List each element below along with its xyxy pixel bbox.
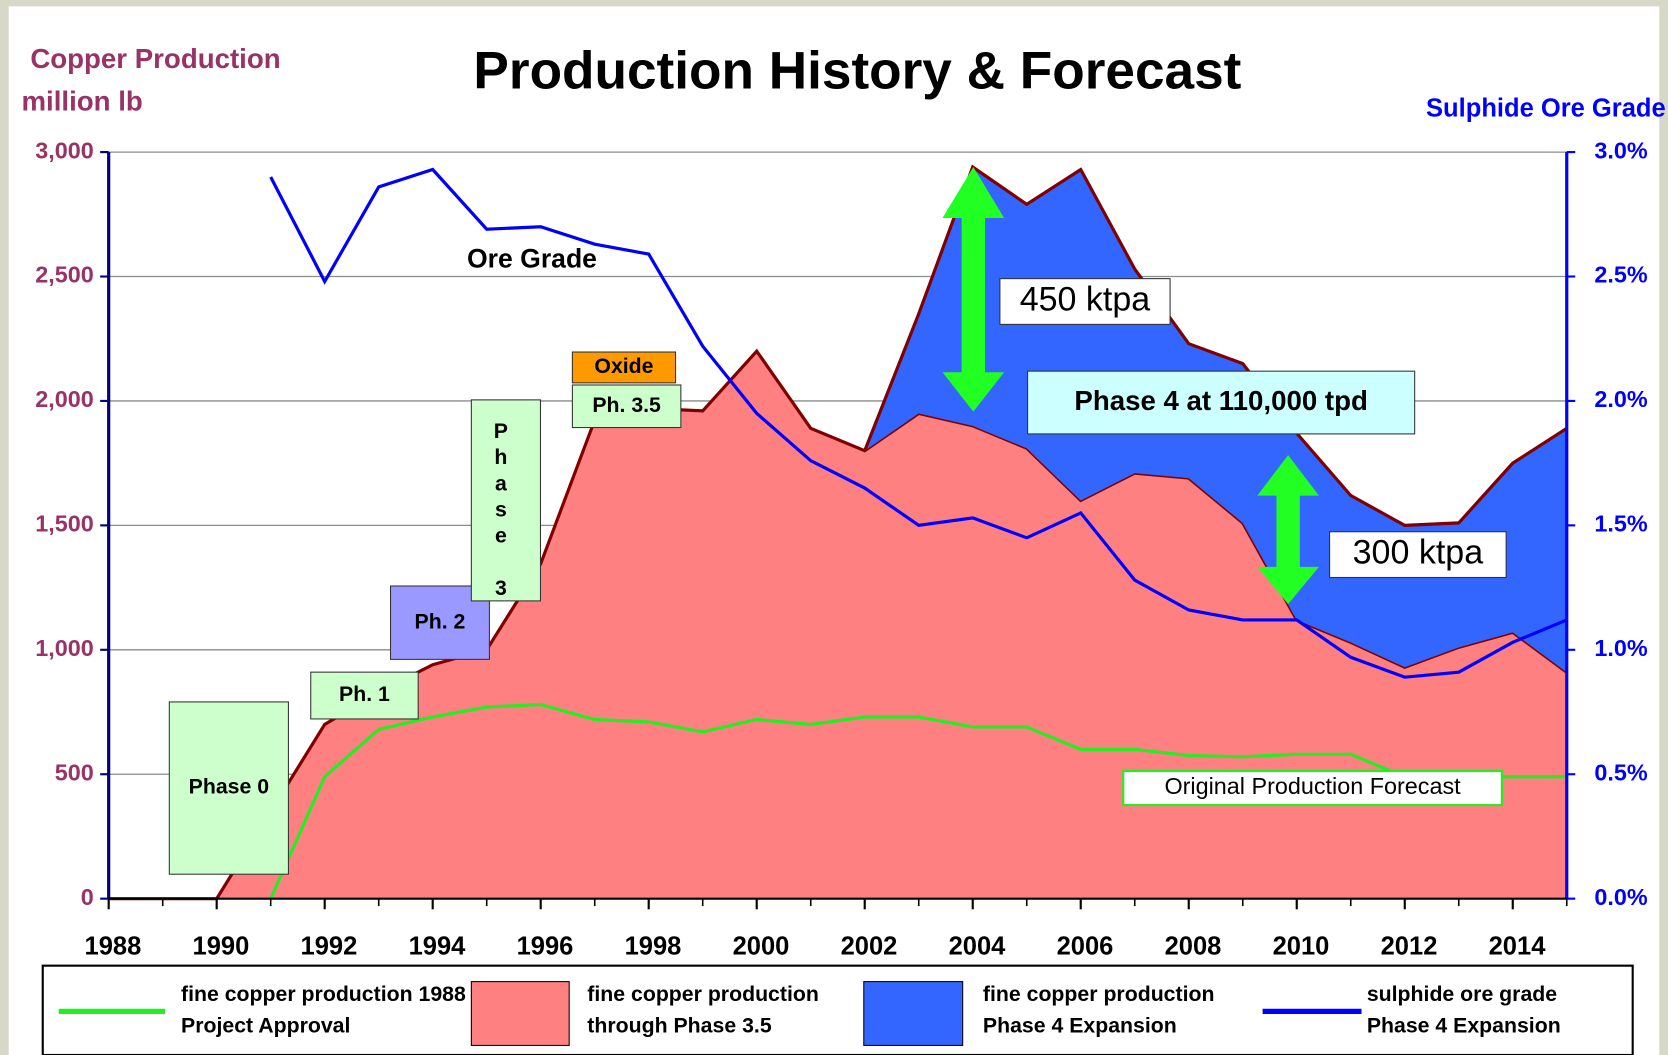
annotation-box (168, 701, 289, 875)
legend-label: sulphide ore grade Phase 4 Expansion (1366, 982, 1561, 1038)
annotation-box (999, 278, 1171, 325)
y-axis-label: million lb (21, 85, 142, 116)
y2-tick-label: 0.0% (1594, 884, 1647, 910)
y-tick-label: 3,000 (35, 137, 94, 163)
y-tick-label: 2,000 (35, 386, 94, 412)
legend-swatch (470, 981, 570, 1046)
area (108, 351, 1567, 899)
annotation: 450 ktpa (1020, 280, 1151, 318)
x-tick-label: 1998 (625, 932, 682, 960)
x-tick-label: 2008 (1165, 932, 1222, 960)
line (269, 702, 1567, 900)
x-tick-label: 1992 (301, 932, 358, 960)
area-edge (863, 164, 1568, 527)
annotation-box (1027, 370, 1416, 435)
y2-tick-label: 2.0% (1594, 386, 1647, 412)
x-tick-label: 2000 (733, 932, 790, 960)
y2-tick-label: 0.5% (1594, 759, 1647, 785)
x-tick-label: 1988 (85, 932, 142, 960)
chart-title: Production History & Forecast (473, 41, 1241, 100)
annotation: 300 ktpa (1353, 534, 1484, 572)
legend-label: fine copper production through Phase 3.5 (587, 982, 819, 1038)
annotation: Ore Grade (467, 244, 597, 274)
x-tick-label: 2012 (1381, 932, 1438, 960)
y2-axis-label: Sulphide Ore Grade (1426, 94, 1666, 122)
legend-entry: sulphide ore grade Phase 4 Expansion (1366, 982, 1561, 1038)
x-tick-label: 2010 (1273, 932, 1330, 960)
y2-tick-label: 3.0% (1594, 137, 1647, 163)
arrow-450 (942, 166, 1005, 412)
y-axis-label: Copper Production (30, 43, 280, 74)
annotation-box (470, 399, 542, 602)
legend-label: fine copper production Phase 4 Expansion (982, 982, 1215, 1038)
x-tick-label: 1994 (409, 932, 467, 960)
y-tick-label: 2,500 (35, 262, 94, 288)
y-tick-label: 0 (81, 884, 94, 910)
legend-entry: fine copper production Phase 4 Expansion (982, 982, 1215, 1038)
annotation: Ph. 3.5 (592, 393, 661, 417)
arrows (942, 166, 1319, 605)
legend-swatch (863, 981, 964, 1046)
legend-entry: fine copper production 1988 Project Appr… (181, 982, 466, 1038)
y2-tick-label: 1.5% (1594, 511, 1647, 537)
legend-label: fine copper production 1988 Project Appr… (181, 982, 466, 1038)
y-tick-label: 1,000 (35, 635, 94, 661)
annotation: Phase 0 (189, 775, 269, 799)
line (269, 167, 1568, 679)
y2-tick-label: 1.0% (1594, 635, 1647, 661)
annotation-box (1122, 769, 1503, 807)
annotation-box (1329, 531, 1507, 579)
y-tick-label: 1,500 (35, 511, 94, 537)
annotation: Ph. 2 (415, 609, 466, 633)
annotation-box (571, 351, 677, 384)
x-tick-label: 2014 (1489, 932, 1547, 960)
x-tick-label: 1996 (517, 932, 574, 960)
x-tick-label: 2006 (1057, 932, 1114, 960)
arrow-300 (1257, 455, 1319, 605)
annotation: Oxide (594, 354, 653, 378)
x-tick-label: 2004 (949, 932, 1007, 960)
y2-tick-label: 2.5% (1594, 262, 1647, 288)
x-tick-label: 1990 (193, 932, 250, 960)
annotation: Original Production Forecast (1164, 773, 1461, 799)
x-tick-label: 2002 (841, 932, 898, 960)
annotation: Phase 4 at 110,000 tpd (1074, 385, 1367, 416)
y-tick-label: 500 (55, 759, 94, 785)
annotation: Ph. 1 (339, 682, 390, 706)
annotation-box (310, 671, 419, 720)
annotation-box (571, 384, 682, 429)
annotation: Phase 3 (489, 419, 513, 602)
legend-entry: fine copper production through Phase 3.5 (587, 982, 819, 1038)
legend (41, 964, 1634, 1055)
